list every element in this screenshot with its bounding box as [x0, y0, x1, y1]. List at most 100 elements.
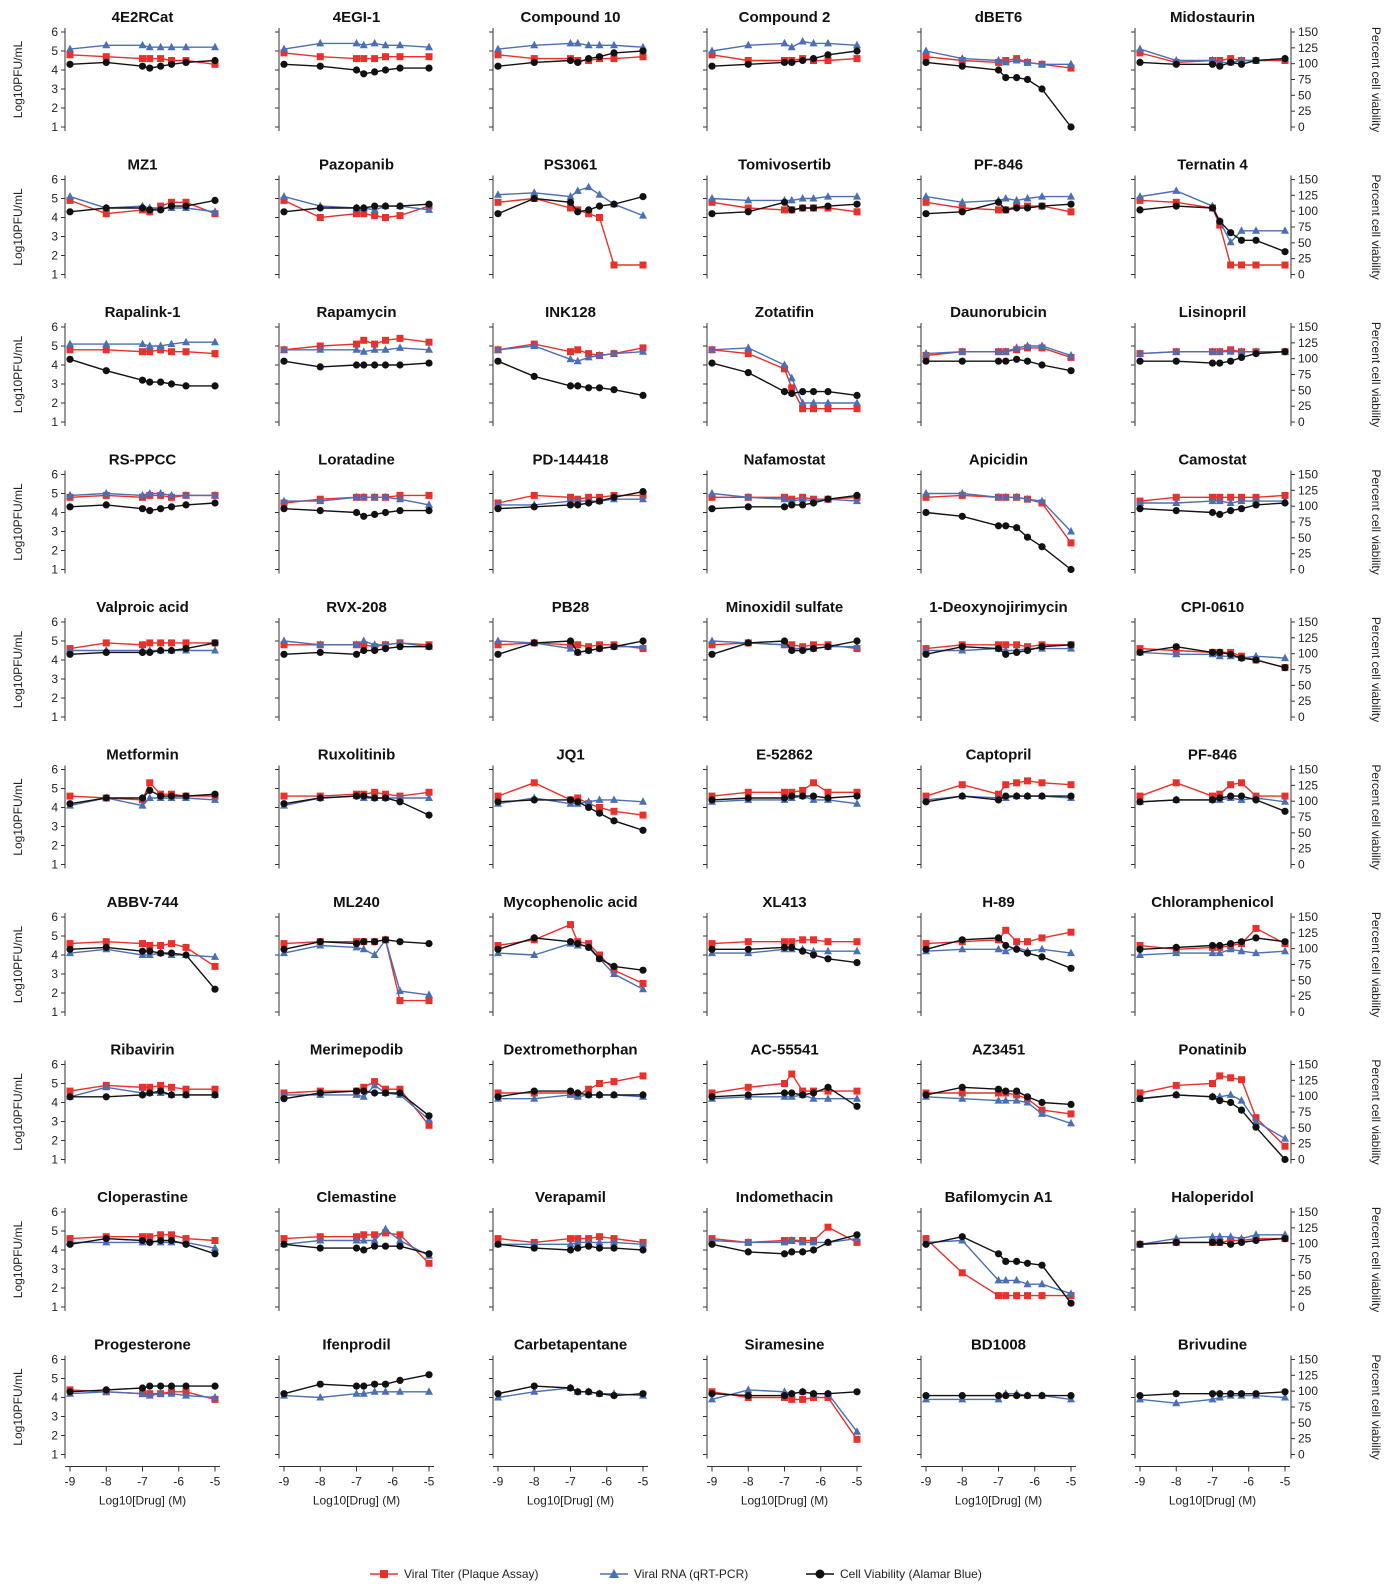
- point-titer: [426, 339, 433, 346]
- y-tick-label: 3: [51, 672, 58, 686]
- series-line-viability: [1140, 1095, 1285, 1160]
- panel-title: MZ1: [128, 157, 158, 174]
- point-viability: [1136, 798, 1143, 805]
- point-titer: [854, 208, 861, 215]
- panel-title: 1-Deoxynojirimycin: [929, 599, 1067, 616]
- y-tick-label-right: 50: [1298, 1121, 1312, 1135]
- point-viability: [371, 794, 378, 801]
- point-viability: [585, 1243, 592, 1250]
- point-viability: [182, 793, 189, 800]
- y-axis-label-left: Log10PFU/mL: [11, 630, 25, 708]
- point-titer: [168, 940, 175, 947]
- point-rna: [168, 43, 176, 51]
- panel-ac-55541-45: AC-55541: [703, 1042, 861, 1164]
- point-rna: [1209, 1232, 1217, 1240]
- y-tick-label-right: 0: [1298, 415, 1305, 429]
- point-rna: [1281, 226, 1289, 234]
- point-viability: [146, 206, 153, 213]
- y-tick-label: 5: [51, 1224, 58, 1238]
- panel-title: Captopril: [966, 747, 1032, 764]
- point-titer: [67, 346, 74, 353]
- point-viability: [1038, 1392, 1045, 1399]
- panel-ponatinib-47: Ponatinib0255075100125150 Percent cell vi…: [1131, 1042, 1383, 1167]
- point-rna: [66, 192, 74, 200]
- y-axis-label-right: Percent cell viability: [1369, 1059, 1383, 1164]
- point-viability: [1238, 61, 1245, 68]
- point-titer: [611, 808, 618, 815]
- y-tick-label-right: 50: [1298, 236, 1312, 250]
- point-titer: [745, 350, 752, 357]
- x-axis-label: Log10[Drug] (M): [955, 1494, 1042, 1508]
- point-viability: [382, 361, 389, 368]
- point-viability: [596, 53, 603, 60]
- point-viability: [211, 1383, 218, 1390]
- point-viability: [103, 1235, 110, 1242]
- point-titer: [1227, 262, 1234, 269]
- point-viability: [799, 1091, 806, 1098]
- y-axis-label-left: Log10PFU/mL: [11, 925, 25, 1003]
- point-rna: [853, 192, 861, 200]
- point-viability: [567, 199, 574, 206]
- point-viability: [1216, 649, 1223, 656]
- panel-title: Daunorubicin: [950, 304, 1047, 321]
- point-viability: [788, 1089, 795, 1096]
- y-tick-label-right: 0: [1298, 1300, 1305, 1314]
- x-tick-label: -8: [957, 1475, 968, 1489]
- panel-pb28-26: PB28: [489, 599, 647, 721]
- panel-title: AC-55541: [750, 1042, 818, 1059]
- point-viability: [574, 940, 581, 947]
- point-viability: [146, 948, 153, 955]
- point-titer: [810, 405, 817, 412]
- point-viability: [168, 1091, 175, 1098]
- point-viability: [103, 944, 110, 951]
- panel-1-deoxynojirimycin-28: 1-Deoxynojirimycin: [917, 599, 1075, 721]
- point-viability: [610, 1392, 617, 1399]
- panel-title: Rapamycin: [316, 304, 396, 321]
- panel-compound-10-2: Compound 10: [489, 9, 647, 131]
- point-rna: [157, 43, 165, 51]
- panel-dbet6-4: dBET6: [917, 9, 1075, 131]
- point-titer: [1209, 1080, 1216, 1087]
- point-viability: [182, 1241, 189, 1248]
- y-tick-label-right: 125: [1298, 926, 1318, 940]
- point-viability: [425, 1250, 432, 1257]
- point-viability: [146, 507, 153, 514]
- point-viability: [371, 361, 378, 368]
- point-viability: [1024, 1260, 1031, 1267]
- point-titer: [212, 963, 219, 970]
- panel-jq1-32: JQ1: [489, 747, 647, 869]
- point-titer: [146, 348, 153, 355]
- point-viability: [280, 946, 287, 953]
- point-viability: [1227, 651, 1234, 658]
- y-tick-label: 2: [51, 249, 58, 263]
- point-titer: [360, 337, 367, 344]
- y-tick-label: 3: [51, 1410, 58, 1424]
- point-viability: [371, 647, 378, 654]
- panel-rs-ppcc-18: RS-PPCC123456Log10PFU/mL: [11, 452, 219, 577]
- point-viability: [995, 934, 1002, 941]
- point-viability: [1136, 649, 1143, 656]
- point-viability: [168, 61, 175, 68]
- point-viability: [146, 379, 153, 386]
- panel-pf-846-10: PF-846: [917, 157, 1075, 279]
- point-titer: [1039, 779, 1046, 786]
- y-tick-label-right: 100: [1298, 647, 1318, 661]
- point-titer: [1024, 1292, 1031, 1299]
- point-viability: [317, 794, 324, 801]
- point-titer: [1002, 927, 1009, 934]
- point-viability: [280, 358, 287, 365]
- point-viability: [1281, 808, 1288, 815]
- point-rna: [139, 41, 147, 49]
- y-axis-label-right: Percent cell viability: [1369, 1207, 1383, 1312]
- panel-ifenprodil-55: Ifenprodil: [275, 1337, 433, 1459]
- point-viability: [585, 384, 592, 391]
- point-viability: [168, 950, 175, 957]
- y-tick-label-right: 0: [1298, 268, 1305, 282]
- point-viability: [371, 511, 378, 518]
- point-viability: [596, 810, 603, 817]
- panel-title: INK128: [545, 304, 596, 321]
- point-titer: [854, 938, 861, 945]
- point-viability: [1281, 348, 1288, 355]
- point-titer: [923, 199, 930, 206]
- y-tick-label-right: 50: [1298, 826, 1312, 840]
